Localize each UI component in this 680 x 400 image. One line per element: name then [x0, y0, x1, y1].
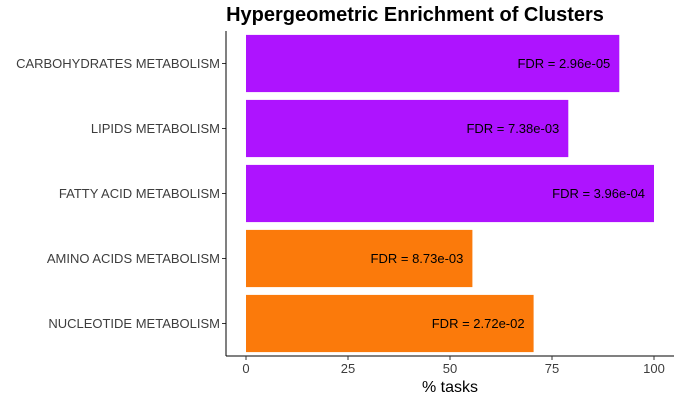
x-axis-title: % tasks — [422, 379, 478, 396]
bar-data-label-3: FDR = 8.73e-03 — [371, 251, 464, 266]
x-tick-label-3: 75 — [545, 361, 559, 376]
x-tick-label-2: 50 — [443, 361, 457, 376]
category-labels-layer: CARBOHYDRATES METABOLISM LIPIDS METABOLIS… — [16, 56, 226, 331]
bar-data-label-2: FDR = 3.96e-04 — [552, 186, 645, 201]
bars-layer — [246, 34, 654, 353]
category-label-3: AMINO ACIDS METABOLISM — [47, 251, 220, 266]
x-ticks-layer: 0 25 50 75 100 — [242, 356, 665, 376]
bar-2 — [246, 164, 654, 223]
bar-data-label-4: FDR = 2.72e-02 — [432, 316, 525, 331]
category-label-4: NUCLEOTIDE METABOLISM — [48, 316, 220, 331]
bar-3 — [246, 229, 473, 288]
bar-data-label-1: FDR = 7.38e-03 — [466, 121, 559, 136]
bar-labels-layer: FDR = 2.96e-05 FDR = 7.38e-03 FDR = 3.96e-… — [371, 56, 645, 331]
category-label-2: FATTY ACID METABOLISM — [59, 186, 220, 201]
bar-data-label-0: FDR = 2.96e-05 — [517, 56, 610, 71]
category-label-1: LIPIDS METABOLISM — [91, 121, 220, 136]
x-tick-label-1: 25 — [341, 361, 355, 376]
x-tick-label-4: 100 — [643, 361, 665, 376]
x-tick-label-0: 0 — [242, 361, 249, 376]
bar-0 — [246, 34, 620, 93]
bar-1 — [246, 99, 569, 158]
category-label-0: CARBOHYDRATES METABOLISM — [16, 56, 220, 71]
chart-title: Hypergeometric Enrichment of Clusters — [226, 4, 604, 26]
bar-4 — [246, 294, 534, 353]
